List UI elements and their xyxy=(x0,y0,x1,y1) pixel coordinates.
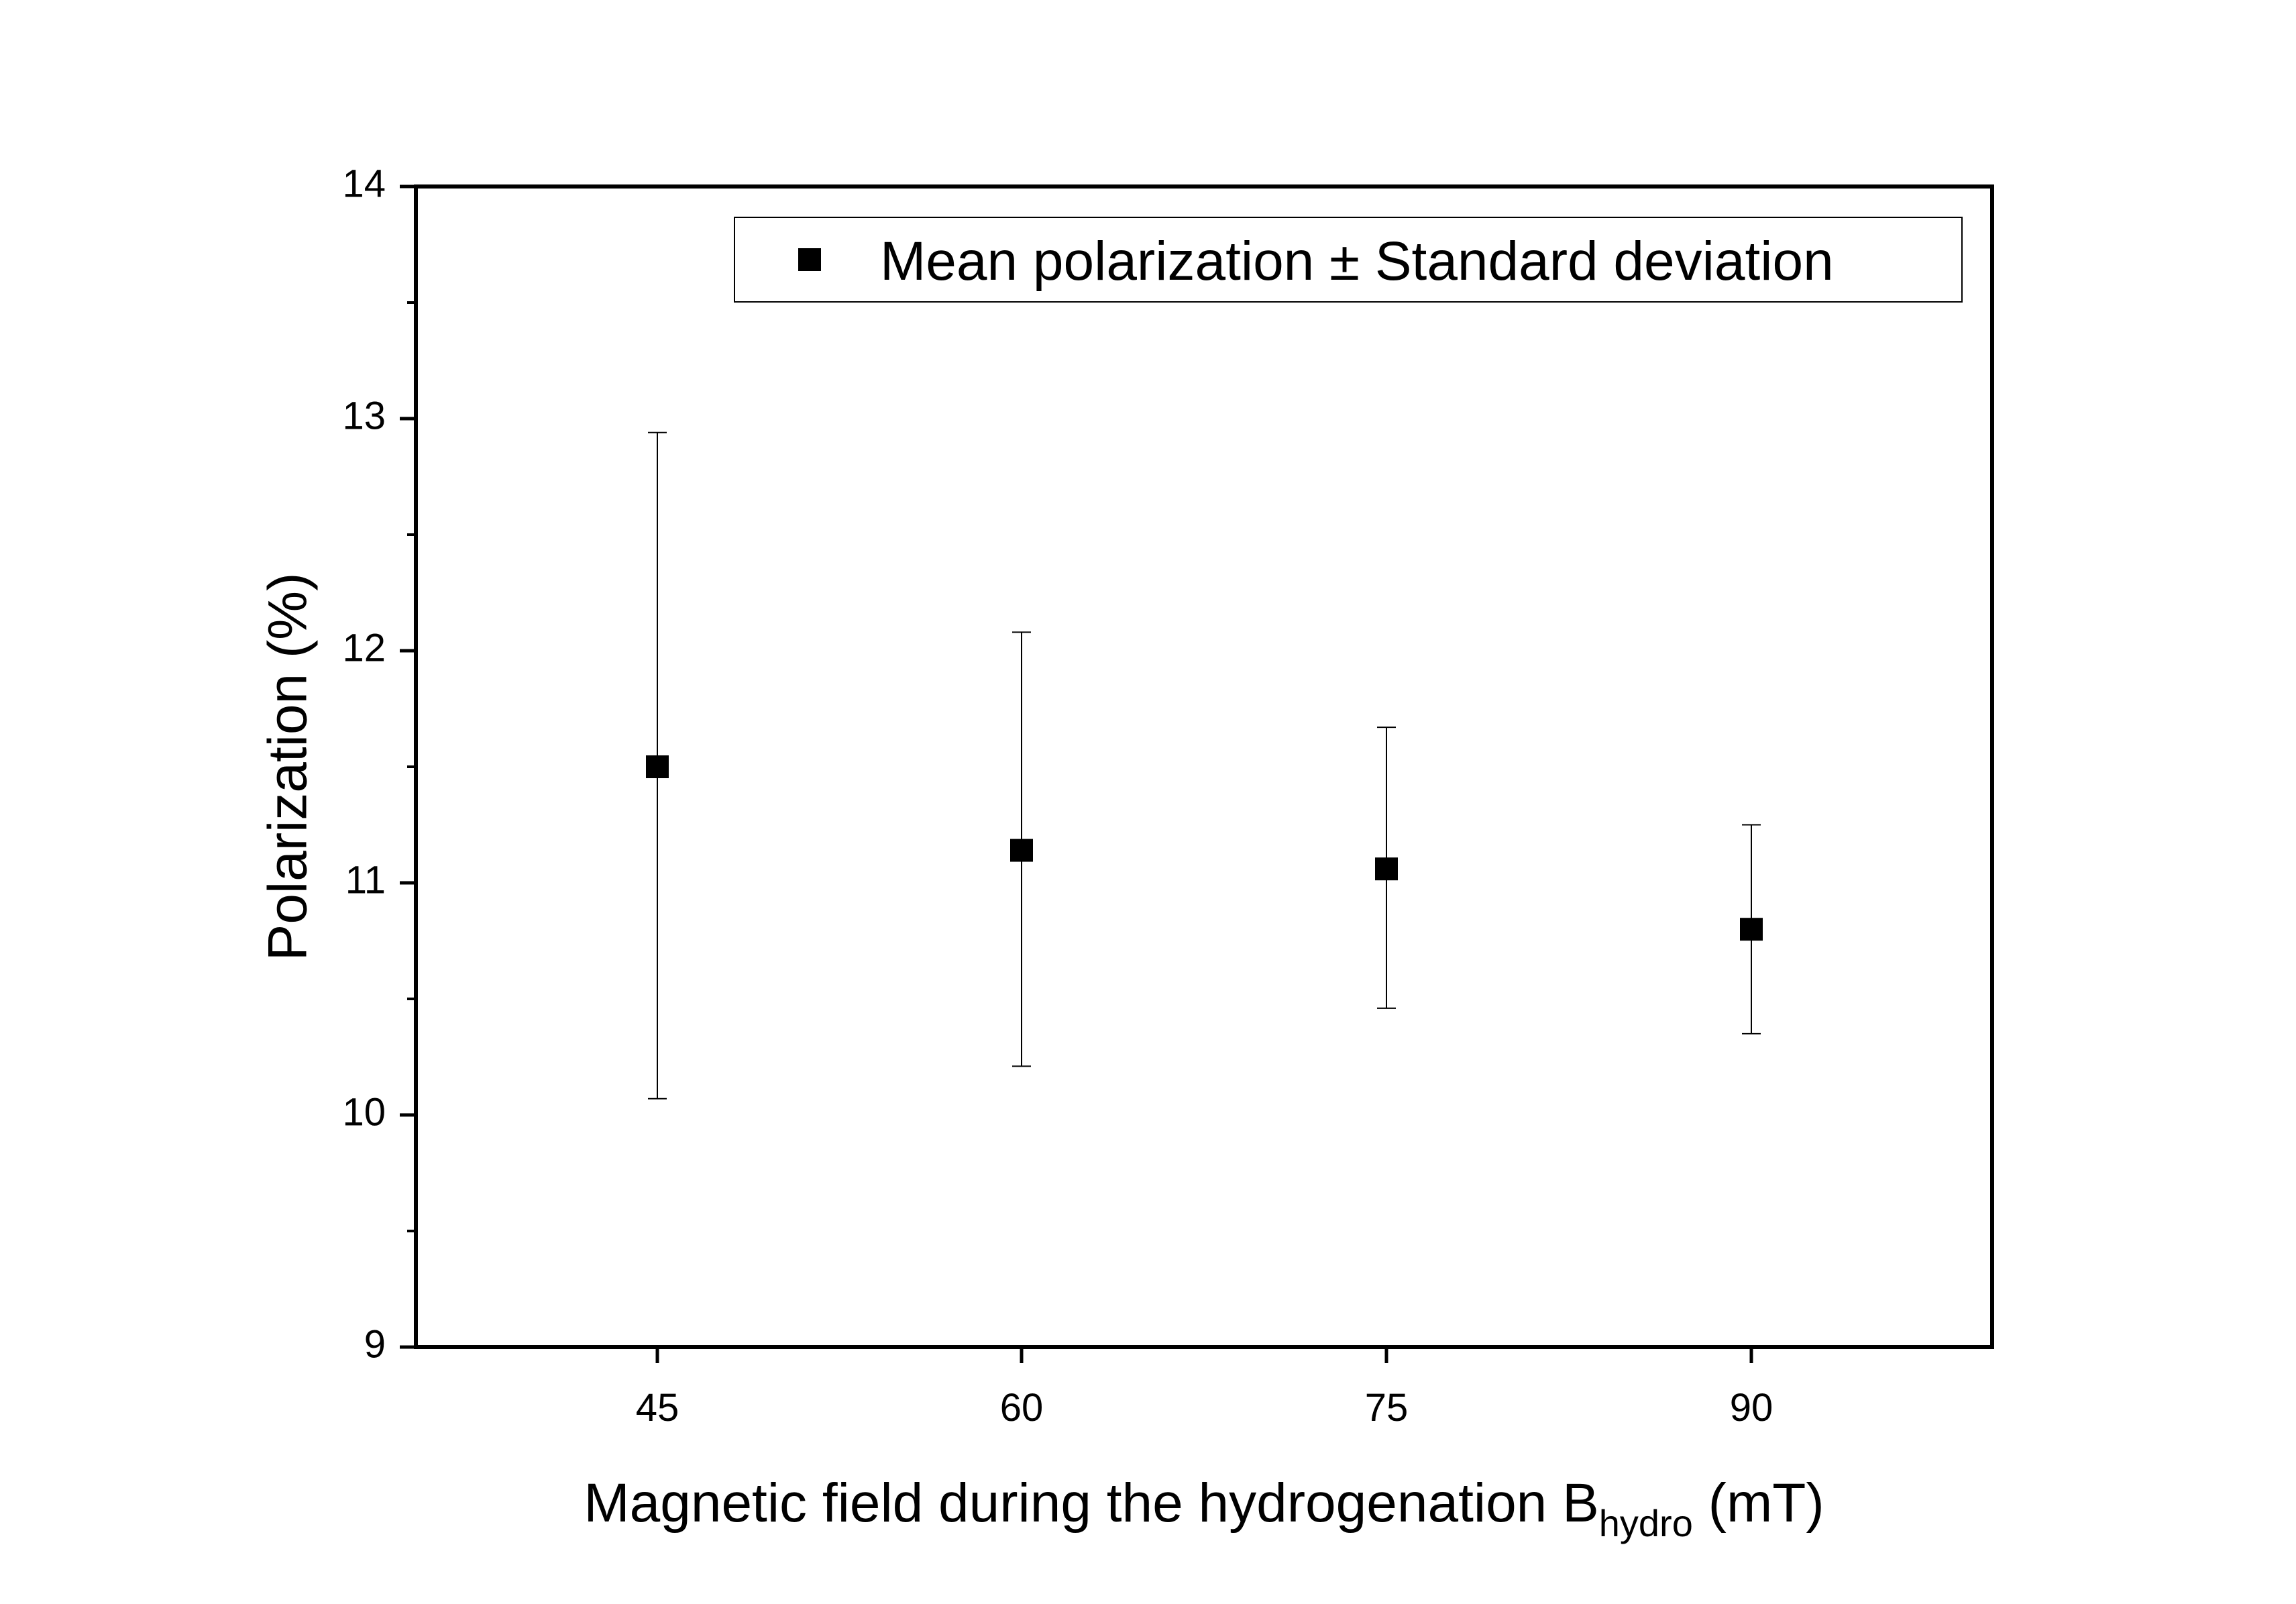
data-point xyxy=(1010,839,1033,862)
x-tick-label: 75 xyxy=(1365,1386,1409,1430)
y-tick-label: 11 xyxy=(345,858,386,902)
x-tick-label: 45 xyxy=(636,1386,679,1430)
legend-marker xyxy=(798,248,821,271)
data-point xyxy=(646,755,669,778)
y-tick-label: 13 xyxy=(342,394,386,437)
x-tick-label: 60 xyxy=(1000,1386,1044,1430)
x-axis-title: Magnetic field during the hydrogenation … xyxy=(584,1473,1824,1544)
data-point xyxy=(1375,857,1398,881)
y-axis: 9 10 11 12 13 14 xyxy=(342,162,416,1366)
y-tick-label: 14 xyxy=(342,162,386,205)
legend-label: Mean polarization ± Standard deviation xyxy=(880,231,1834,292)
y-tick-label: 12 xyxy=(342,626,386,670)
y-axis-title: Polarization (%) xyxy=(258,573,319,961)
data-point xyxy=(1740,918,1763,941)
y-tick-label: 10 xyxy=(342,1090,386,1134)
legend: Mean polarization ± Standard deviation xyxy=(734,217,1963,303)
y-tick-label: 9 xyxy=(364,1322,386,1366)
legend-box xyxy=(734,217,1963,303)
data-series xyxy=(646,431,1763,1100)
x-axis: 45 60 75 90 xyxy=(636,1347,1773,1430)
x-tick-label: 90 xyxy=(1730,1386,1773,1430)
